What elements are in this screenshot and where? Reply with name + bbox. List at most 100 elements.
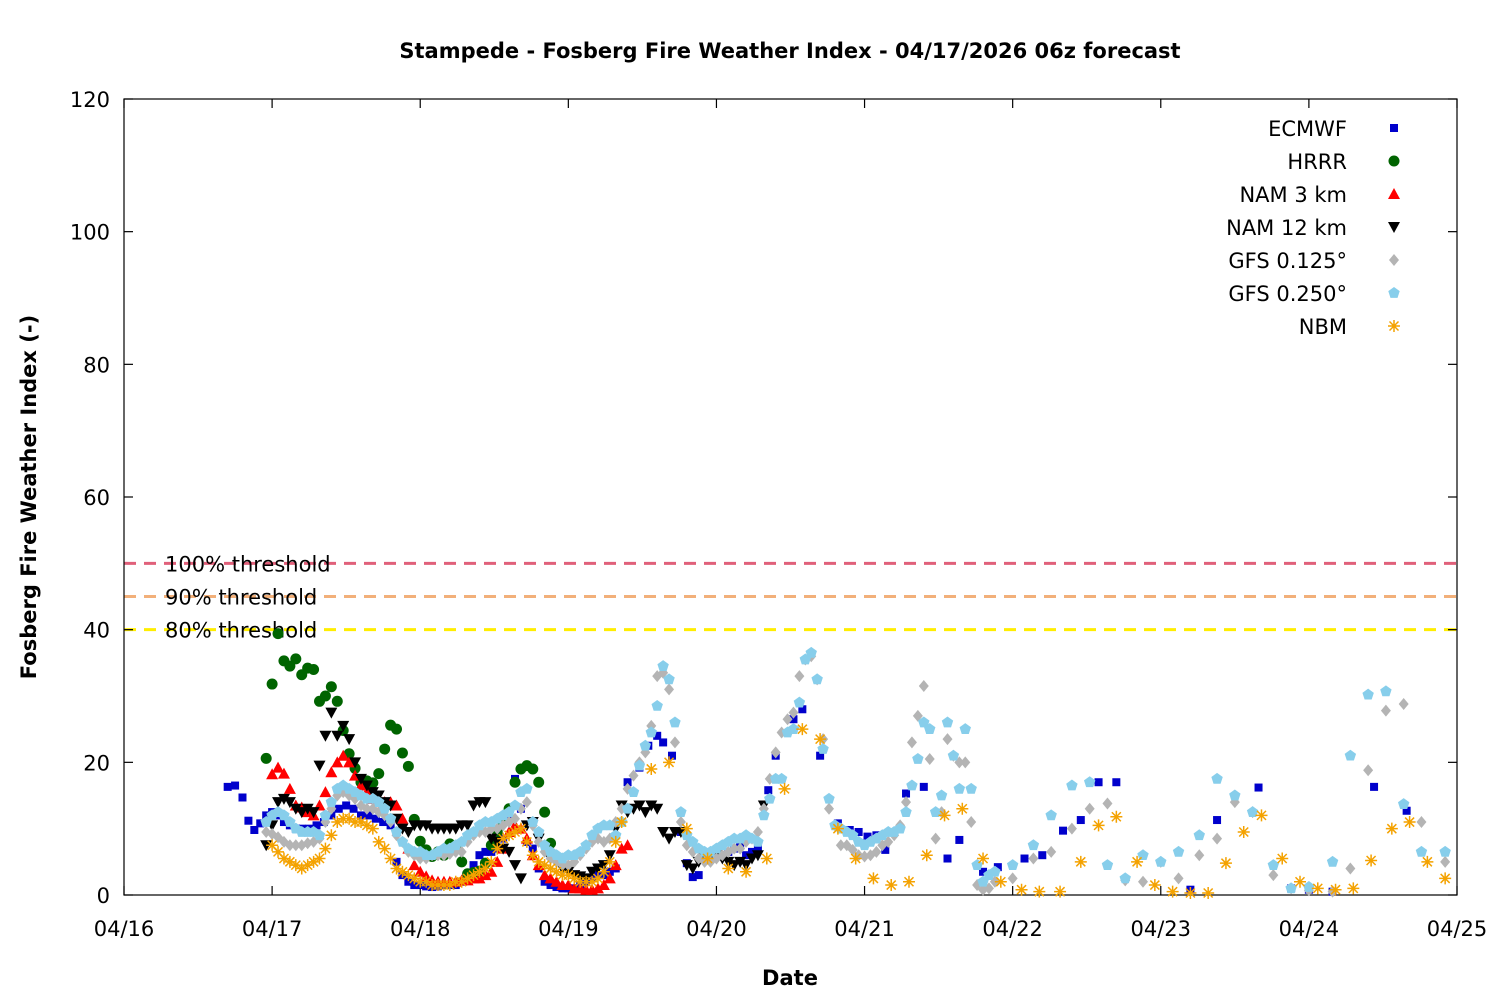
data-point — [1326, 855, 1339, 867]
x-tick-label: 04/19 — [538, 917, 599, 941]
data-point — [546, 881, 555, 890]
series-group — [266, 723, 1452, 900]
data-point — [473, 872, 486, 884]
data-point — [284, 660, 296, 672]
data-point — [609, 835, 622, 848]
legend-marker — [1388, 188, 1400, 199]
x-tick-label: 04/21 — [834, 917, 895, 941]
data-point — [663, 673, 675, 685]
data-point — [514, 822, 527, 835]
data-point — [953, 782, 966, 794]
data-point — [319, 730, 332, 742]
data-point — [1347, 882, 1360, 895]
data-point — [609, 859, 622, 871]
y-tick-label: 120 — [70, 88, 110, 112]
data-point — [912, 753, 924, 764]
data-point — [384, 852, 397, 865]
data-point — [354, 773, 367, 785]
data-point — [327, 811, 336, 820]
data-point — [373, 796, 385, 807]
data-point — [272, 761, 285, 773]
data-point — [331, 730, 344, 742]
x-tick-label: 04/18 — [390, 917, 451, 941]
data-point — [550, 865, 563, 878]
data-point — [1267, 859, 1280, 870]
data-point — [356, 811, 365, 820]
data-point — [694, 871, 703, 880]
data-point — [823, 792, 835, 804]
data-point — [402, 760, 414, 772]
data-point — [360, 819, 373, 832]
data-point — [325, 707, 338, 719]
data-point — [1166, 885, 1179, 898]
legend-marker — [1388, 155, 1400, 167]
data-point — [520, 835, 533, 848]
data-point — [533, 825, 545, 837]
data-point — [379, 818, 388, 827]
data-point — [628, 769, 639, 782]
data-point — [1194, 849, 1205, 862]
threshold-label: 100% threshold — [165, 552, 331, 576]
data-point — [633, 759, 646, 771]
data-point — [244, 816, 253, 825]
legend-marker — [1388, 222, 1400, 233]
data-point — [1184, 887, 1197, 900]
data-point — [653, 731, 662, 740]
data-point — [521, 782, 533, 794]
data-point — [664, 683, 675, 696]
data-point — [742, 851, 751, 860]
data-point — [266, 839, 279, 852]
legend-label: NBM — [1299, 315, 1347, 339]
data-point — [443, 879, 456, 892]
data-point — [740, 865, 753, 878]
data-point — [604, 819, 616, 831]
data-point — [989, 865, 1001, 877]
data-point — [1027, 839, 1040, 851]
x-tick-label: 04/22 — [982, 917, 1043, 941]
data-point — [816, 751, 825, 760]
data-point — [657, 660, 669, 671]
data-point — [223, 782, 232, 791]
data-point — [1084, 802, 1095, 815]
data-point — [966, 816, 977, 829]
data-point — [1246, 806, 1259, 817]
data-point — [538, 869, 551, 881]
data-point — [753, 844, 762, 853]
data-point — [657, 826, 670, 838]
y-axis-title: Fosberg Fire Weather Index (-) — [17, 315, 41, 679]
data-point — [1148, 879, 1161, 892]
data-point — [379, 743, 391, 755]
data-point — [639, 739, 652, 751]
x-tick-label: 04/24 — [1279, 917, 1340, 941]
data-point — [510, 812, 521, 825]
data-point — [456, 856, 468, 868]
data-point — [941, 716, 954, 728]
x-tick-label: 04/25 — [1427, 917, 1488, 941]
data-point — [337, 749, 350, 761]
data-point — [663, 756, 676, 769]
data-point — [325, 766, 338, 778]
data-point — [586, 875, 599, 888]
data-point — [503, 829, 516, 842]
threshold-lines: 100% threshold 90% threshold 80% threshold — [124, 552, 1457, 643]
data-point — [539, 806, 551, 818]
data-point — [863, 832, 872, 841]
data-point — [354, 816, 367, 829]
data-point — [278, 809, 290, 821]
data-point — [782, 713, 793, 726]
data-point — [610, 829, 622, 841]
data-point — [942, 733, 953, 746]
data-point — [1294, 875, 1306, 888]
data-point — [1219, 857, 1232, 870]
x-tick-label: 04/17 — [242, 917, 303, 941]
data-point — [284, 839, 295, 852]
data-point — [621, 802, 634, 814]
data-point — [256, 819, 265, 828]
data-point — [686, 863, 699, 875]
data-point — [479, 862, 492, 875]
data-point — [770, 746, 781, 759]
data-point — [544, 862, 557, 875]
data-point — [1415, 845, 1428, 857]
data-point — [1440, 855, 1451, 868]
